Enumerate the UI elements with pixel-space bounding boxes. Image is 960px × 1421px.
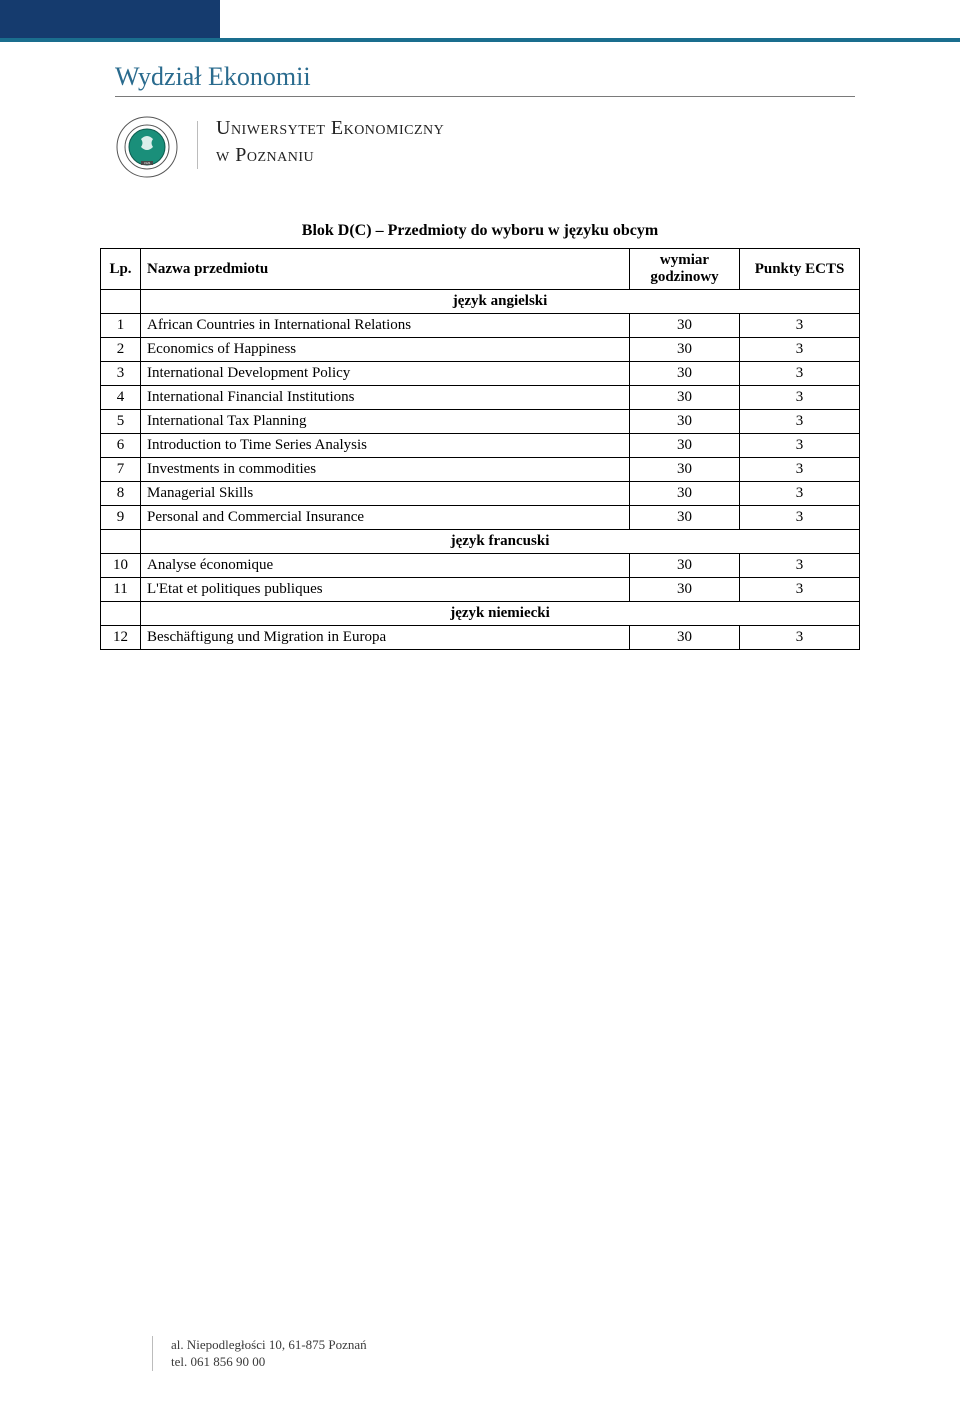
university-seal-icon: 1926: [115, 115, 179, 179]
subjects-table: Lp. Nazwa przedmiotu wymiar godzinowy Pu…: [100, 248, 860, 650]
cell-hours: 30: [630, 554, 740, 578]
university-name-line2: w Poznaniu: [216, 142, 444, 169]
cell-ects: 3: [740, 458, 860, 482]
cell-lp: 12: [101, 626, 141, 650]
table-row: 3International Development Policy303: [101, 362, 860, 386]
vertical-divider: [197, 121, 198, 169]
table-row: 2Economics of Happiness303: [101, 338, 860, 362]
language-section-row: język francuski: [101, 530, 860, 554]
cell-hours: 30: [630, 434, 740, 458]
cell-lp: 11: [101, 578, 141, 602]
cell-ects: 3: [740, 434, 860, 458]
language-label: język angielski: [141, 290, 860, 314]
cell-lp: 1: [101, 314, 141, 338]
language-label: język francuski: [141, 530, 860, 554]
cell-ects: 3: [740, 338, 860, 362]
cell-hours: 30: [630, 626, 740, 650]
cell-hours: 30: [630, 314, 740, 338]
table-title: Blok D(C) – Przedmioty do wyboru w język…: [100, 222, 860, 240]
logo-row: 1926 Uniwersytet Ekonomiczny w Poznaniu: [115, 115, 900, 179]
table-row: 4International Financial Institutions303: [101, 386, 860, 410]
cell-hours: 30: [630, 362, 740, 386]
table-row: 9Personal and Commercial Insurance303: [101, 506, 860, 530]
cell-subject-name: Beschäftigung und Migration in Europa: [141, 626, 630, 650]
cell-lp: 8: [101, 482, 141, 506]
cell-hours: 30: [630, 386, 740, 410]
cell-hours: 30: [630, 482, 740, 506]
table-row: 11L'Etat et politiques publiques303: [101, 578, 860, 602]
table-row: 12Beschäftigung und Migration in Europa3…: [101, 626, 860, 650]
cell-subject-name: International Financial Institutions: [141, 386, 630, 410]
cell-ects: 3: [740, 410, 860, 434]
table-row: 6Introduction to Time Series Analysis303: [101, 434, 860, 458]
table-row: 10Analyse économique303: [101, 554, 860, 578]
cell-ects: 3: [740, 578, 860, 602]
cell-subject-name: Personal and Commercial Insurance: [141, 506, 630, 530]
cell-ects: 3: [740, 506, 860, 530]
cell-hours: 30: [630, 410, 740, 434]
cell-subject-name: Introduction to Time Series Analysis: [141, 434, 630, 458]
language-section-row: język niemiecki: [101, 602, 860, 626]
cell-lp: 6: [101, 434, 141, 458]
lang-row-empty-lp: [101, 290, 141, 314]
cell-subject-name: L'Etat et politiques publiques: [141, 578, 630, 602]
col-header-ects: Punkty ECTS: [740, 249, 860, 290]
cell-ects: 3: [740, 314, 860, 338]
cell-ects: 3: [740, 626, 860, 650]
cell-hours: 30: [630, 458, 740, 482]
language-section-row: język angielski: [101, 290, 860, 314]
header-stripe: [0, 38, 960, 42]
table-header-row: Lp. Nazwa przedmiotu wymiar godzinowy Pu…: [101, 249, 860, 290]
footer-address: al. Niepodległości 10, 61-875 Poznań: [171, 1336, 367, 1354]
footer-phone: tel. 061 856 90 00: [171, 1353, 367, 1371]
language-label: język niemiecki: [141, 602, 860, 626]
table-row: 8Managerial Skills303: [101, 482, 860, 506]
cell-hours: 30: [630, 578, 740, 602]
university-name-line1: Uniwersytet Ekonomiczny: [216, 115, 444, 142]
cell-lp: 2: [101, 338, 141, 362]
cell-ects: 3: [740, 482, 860, 506]
col-header-name: Nazwa przedmiotu: [141, 249, 630, 290]
col-header-hours: wymiar godzinowy: [630, 249, 740, 290]
cell-ects: 3: [740, 362, 860, 386]
header-corner-bar: [0, 0, 220, 38]
table-row: 1African Countries in International Rela…: [101, 314, 860, 338]
cell-subject-name: African Countries in International Relat…: [141, 314, 630, 338]
cell-ects: 3: [740, 554, 860, 578]
cell-subject-name: Investments in commodities: [141, 458, 630, 482]
cell-hours: 30: [630, 506, 740, 530]
main-content: Blok D(C) – Przedmioty do wyboru w język…: [100, 222, 860, 650]
cell-subject-name: Managerial Skills: [141, 482, 630, 506]
cell-lp: 10: [101, 554, 141, 578]
cell-subject-name: Economics of Happiness: [141, 338, 630, 362]
cell-subject-name: International Tax Planning: [141, 410, 630, 434]
cell-ects: 3: [740, 386, 860, 410]
page-header: Wydział Ekonomii 1926 Uniwersytet Ekonom…: [115, 62, 900, 179]
page-footer: al. Niepodległości 10, 61-875 Poznań tel…: [152, 1336, 367, 1371]
table-row: 7Investments in commodities303: [101, 458, 860, 482]
cell-lp: 4: [101, 386, 141, 410]
col-header-lp: Lp.: [101, 249, 141, 290]
department-title: Wydział Ekonomii: [115, 62, 900, 92]
lang-row-empty-lp: [101, 530, 141, 554]
svg-text:1926: 1926: [144, 161, 151, 165]
lang-row-empty-lp: [101, 602, 141, 626]
header-divider: [115, 96, 855, 97]
cell-lp: 9: [101, 506, 141, 530]
table-row: 5International Tax Planning303: [101, 410, 860, 434]
cell-subject-name: International Development Policy: [141, 362, 630, 386]
cell-subject-name: Analyse économique: [141, 554, 630, 578]
cell-lp: 7: [101, 458, 141, 482]
cell-hours: 30: [630, 338, 740, 362]
cell-lp: 5: [101, 410, 141, 434]
university-name: Uniwersytet Ekonomiczny w Poznaniu: [216, 115, 444, 169]
cell-lp: 3: [101, 362, 141, 386]
